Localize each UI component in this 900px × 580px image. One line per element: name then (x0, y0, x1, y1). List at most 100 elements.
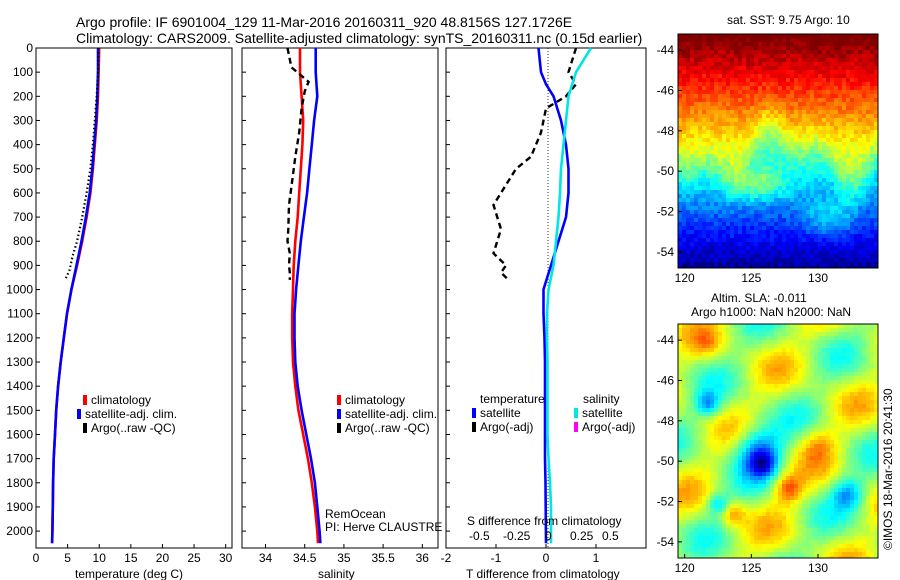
heatmap-cell (822, 38, 827, 43)
heatmap-cell (678, 146, 683, 151)
heatmap-cell (710, 122, 715, 127)
heatmap-cell (686, 98, 691, 103)
heatmap-cell (786, 154, 791, 159)
heatmap-cell (790, 42, 795, 47)
heatmap-cell (870, 86, 875, 91)
heatmap-cell (718, 110, 723, 115)
heatmap-cell (758, 372, 763, 377)
heatmap-cell (710, 428, 715, 433)
heatmap-cell (786, 408, 791, 413)
legend-swatch-climatology (83, 395, 87, 405)
heatmap-cell (846, 340, 851, 345)
heatmap-cell (846, 408, 851, 413)
heatmap-cell (686, 344, 691, 349)
heatmap-cell (710, 150, 715, 155)
heatmap-cell (842, 94, 847, 99)
heatmap-cell (830, 376, 835, 381)
heatmap-cell (786, 412, 791, 417)
heatmap-cell (810, 66, 815, 71)
heatmap-cell (690, 206, 695, 211)
heatmap-cell (678, 372, 683, 377)
heatmap-cell (874, 372, 878, 377)
heatmap-cell (786, 106, 791, 111)
heatmap-cell (678, 336, 683, 341)
heatmap-cell (718, 242, 723, 247)
heatmap-cell (862, 356, 867, 361)
heatmap-cell (814, 206, 819, 211)
heatmap-cell (826, 134, 831, 139)
heatmap-cell (842, 392, 847, 397)
heatmap-cell (838, 448, 843, 453)
heatmap-cell (722, 420, 727, 425)
heatmap-cell (738, 170, 743, 175)
heatmap-cell (818, 206, 823, 211)
heatmap-cell (762, 198, 767, 203)
heatmap-cell (802, 368, 807, 373)
heatmap-cell (822, 262, 827, 267)
heatmap-cell (778, 166, 783, 171)
heatmap-cell (846, 114, 851, 119)
heatmap-cell (862, 432, 867, 437)
heatmap-cell (738, 114, 743, 119)
heatmap-cell (758, 206, 763, 211)
heatmap-cell (682, 432, 687, 437)
heatmap-cell (702, 94, 707, 99)
heatmap-cell (854, 336, 859, 341)
heatmap-cell (730, 206, 735, 211)
heatmap-cell (726, 54, 731, 59)
heatmap-cell (842, 122, 847, 127)
heatmap-cell (822, 222, 827, 227)
heatmap-cell (702, 34, 707, 39)
heatmap-cell (818, 214, 823, 219)
heatmap-cell (802, 428, 807, 433)
heatmap-cell (698, 254, 703, 259)
heatmap-cell (774, 166, 779, 171)
heatmap-cell (714, 436, 719, 441)
heatmap-cell (870, 194, 875, 199)
heatmap-cell (678, 404, 683, 409)
heatmap-cell (866, 146, 871, 151)
heatmap-cell (742, 352, 747, 357)
heatmap-cell (730, 170, 735, 175)
heatmap-cell (842, 364, 847, 369)
heatmap-cell (814, 50, 819, 55)
heatmap-cell (862, 90, 867, 95)
heatmap-cell (690, 416, 695, 421)
heatmap-cell (782, 262, 787, 267)
heatmap-cell (730, 376, 735, 381)
heatmap-cell (814, 420, 819, 425)
heatmap-cell (782, 102, 787, 107)
heatmap-cell (818, 50, 823, 55)
heatmap-cell (822, 98, 827, 103)
heatmap-cell (846, 134, 851, 139)
heatmap-cell (754, 364, 759, 369)
heatmap-cell (842, 254, 847, 259)
heatmap-cell (782, 380, 787, 385)
heatmap-cell (818, 372, 823, 377)
heatmap-cell (830, 368, 835, 373)
heatmap-cell (726, 126, 731, 131)
heatmap-cell (686, 340, 691, 345)
heatmap-cell (866, 106, 871, 111)
heatmap-cell (702, 412, 707, 417)
heatmap-cell (722, 364, 727, 369)
heatmap-cell (798, 254, 803, 259)
heatmap-cell (838, 70, 843, 75)
heatmap-cell (726, 90, 731, 95)
heatmap-cell (726, 142, 731, 147)
heatmap-cell (758, 218, 763, 223)
heatmap-cell (778, 452, 783, 457)
heatmap-cell (738, 122, 743, 127)
heatmap-cell (778, 424, 783, 429)
heatmap-cell (862, 146, 867, 151)
heatmap-cell (842, 242, 847, 247)
heatmap-cell (814, 54, 819, 59)
heatmap-cell (750, 166, 755, 171)
heatmap-cell (782, 372, 787, 377)
heatmap-cell (838, 158, 843, 163)
heatmap-cell (862, 58, 867, 63)
heatmap-cell (782, 54, 787, 59)
heatmap-cell (822, 166, 827, 171)
heatmap-cell (874, 336, 878, 341)
heatmap-cell (826, 54, 831, 59)
